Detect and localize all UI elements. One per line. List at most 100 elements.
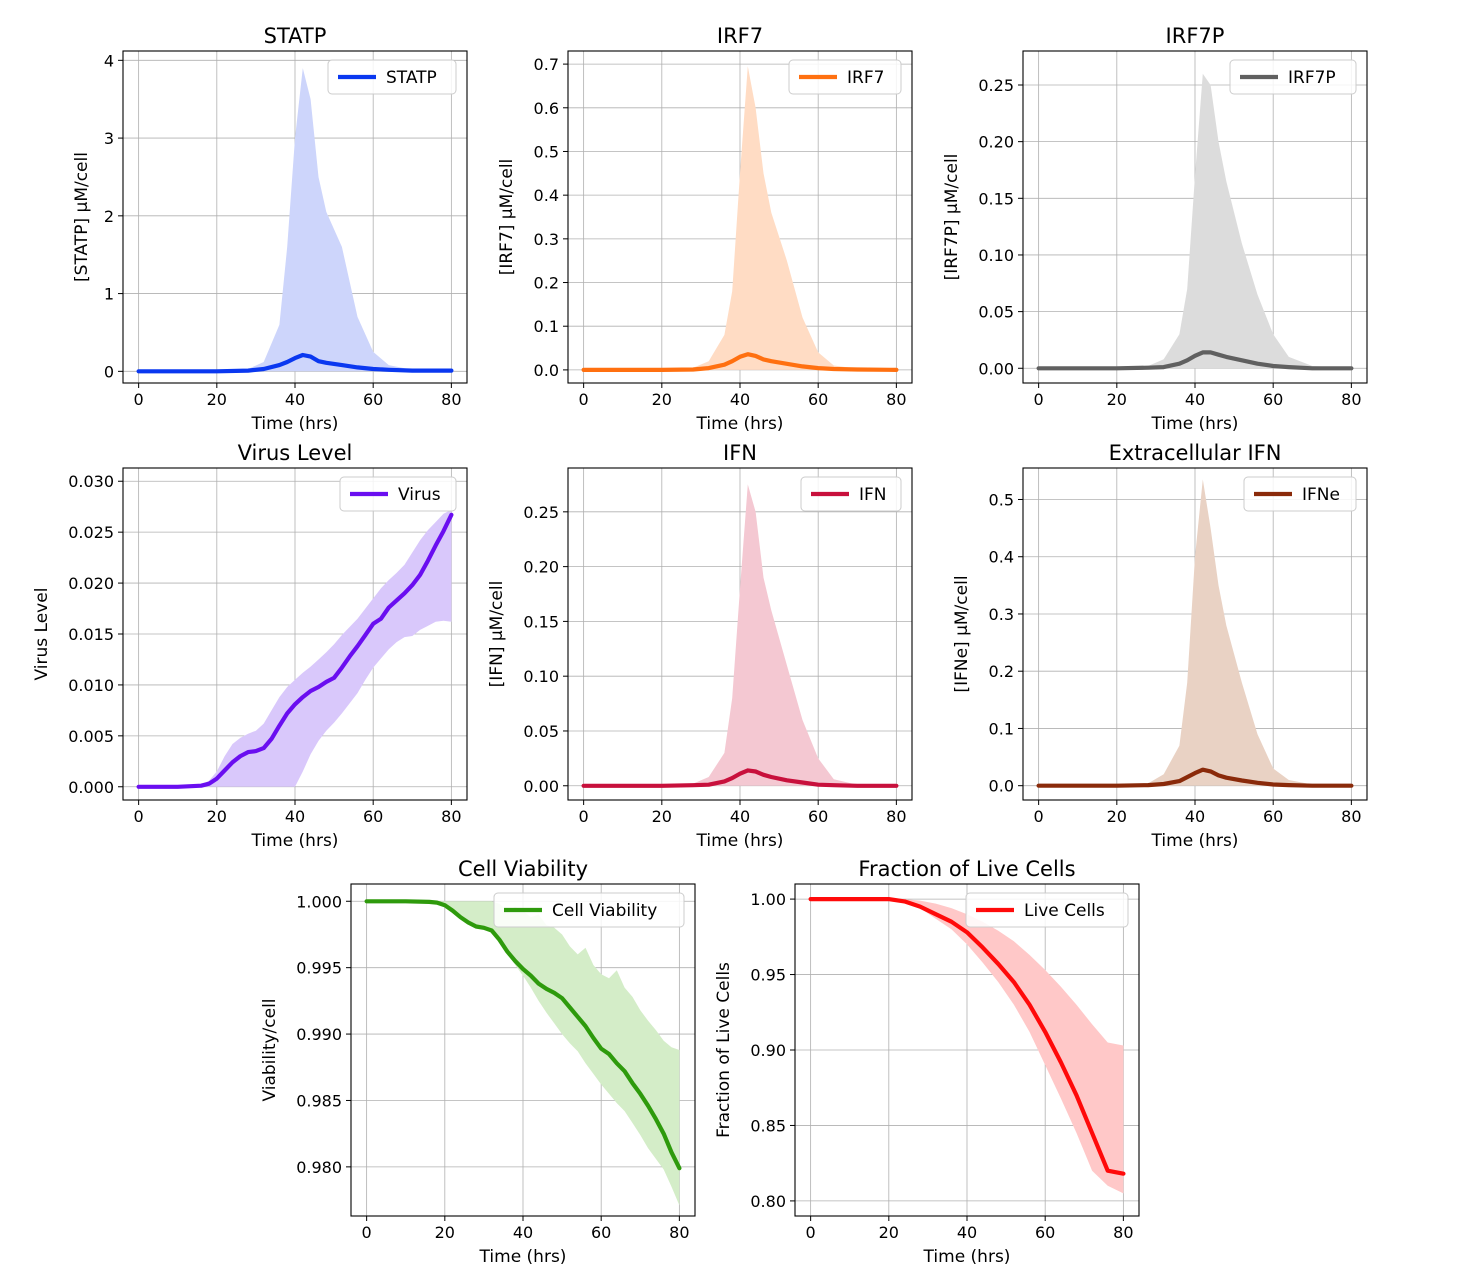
y-tick-label: 0.5 xyxy=(534,142,559,161)
y-tick-label: 0.85 xyxy=(750,1116,786,1135)
x-tick-label: 40 xyxy=(1185,390,1205,409)
y-tick-label: 0.020 xyxy=(68,574,114,593)
x-tick-label: 60 xyxy=(363,390,383,409)
legend-label: IFNe xyxy=(1302,485,1340,505)
y-tick-label: 3 xyxy=(104,129,114,148)
series-band xyxy=(366,901,680,1206)
x-tick-label: 60 xyxy=(808,807,828,826)
x-tick-label: 0 xyxy=(579,390,589,409)
x-tick-label: 20 xyxy=(1107,807,1127,826)
series-band xyxy=(138,68,452,372)
x-axis-label: Time (hrs) xyxy=(696,831,784,851)
y-tick-label: 0.15 xyxy=(978,189,1014,208)
x-axis-label: Time (hrs) xyxy=(251,831,339,851)
x-tick-label: 60 xyxy=(1035,1223,1055,1242)
chart-title: IRF7 xyxy=(717,24,763,48)
y-tick-label: 0.995 xyxy=(296,959,342,978)
chart-title: Extracellular IFN xyxy=(1109,441,1282,465)
x-tick-label: 40 xyxy=(513,1223,533,1242)
y-tick-label: 0.025 xyxy=(68,523,114,542)
x-axis-label: Time (hrs) xyxy=(696,414,784,434)
chart-panel-3: 0 20 40 60 80 0.00 0.05 0.10 0.15 0.20 0.25 IRF7P Ti… xyxy=(942,24,1368,434)
legend: IRF7P xyxy=(1229,59,1357,95)
y-axis-label: Viability/cell xyxy=(260,998,280,1101)
y-tick-label: 2 xyxy=(104,207,114,226)
series-band xyxy=(810,899,1124,1194)
series-band xyxy=(138,509,452,787)
x-tick-label: 20 xyxy=(652,807,672,826)
legend-label: STATP xyxy=(386,68,437,88)
chart-panel-8: 0 20 40 60 80 0.80 0.85 0.90 0.95 1.00 Fraction of… xyxy=(714,857,1140,1266)
y-tick-label: 0.25 xyxy=(523,503,559,522)
y-tick-label: 1.000 xyxy=(296,892,342,911)
series-line xyxy=(581,352,899,372)
x-tick-label: 0 xyxy=(806,1223,816,1242)
y-tick-label: 0.20 xyxy=(978,133,1014,152)
x-tick-label: 20 xyxy=(652,390,672,409)
legend-box xyxy=(1243,476,1357,512)
x-axis-label: Time (hrs) xyxy=(923,1247,1011,1266)
legend: IFNe xyxy=(1243,476,1357,512)
y-tick-label: 0.985 xyxy=(296,1091,342,1110)
y-tick-label: 4 xyxy=(104,51,114,70)
y-tick-label: 0.05 xyxy=(523,722,559,741)
series-band xyxy=(583,484,897,786)
x-tick-label: 40 xyxy=(285,807,305,826)
series-line xyxy=(1036,767,1354,788)
y-tick-label: 0.05 xyxy=(978,303,1014,322)
y-tick-label: 0.15 xyxy=(523,612,559,631)
legend: STATP xyxy=(327,59,457,95)
legend: IFN xyxy=(800,476,902,512)
x-tick-label: 40 xyxy=(957,1223,977,1242)
y-axis-label: [IFN] μM/cell xyxy=(487,581,507,688)
legend-box xyxy=(788,59,902,95)
x-axis-label: Time (hrs) xyxy=(479,1247,567,1266)
chart-title: Cell Viability xyxy=(458,857,588,881)
chart-panel-5: 0 20 40 60 80 0.00 0.05 0.10 0.15 0.20 0.25 IFN Time… xyxy=(487,441,913,851)
chart-title: STATP xyxy=(264,24,327,48)
y-tick-label: 0.015 xyxy=(68,625,114,644)
x-axis-label: Time (hrs) xyxy=(1151,831,1239,851)
series-line xyxy=(136,512,454,789)
x-tick-label: 40 xyxy=(1185,807,1205,826)
legend-label: Virus xyxy=(398,485,441,505)
legend-box xyxy=(327,59,457,95)
x-tick-label: 60 xyxy=(808,390,828,409)
y-tick-label: 0.10 xyxy=(978,246,1014,265)
x-tick-label: 20 xyxy=(207,390,227,409)
y-tick-label: 0.1 xyxy=(534,317,559,336)
y-tick-label: 0.000 xyxy=(68,778,114,797)
legend-box xyxy=(800,476,902,512)
series-band xyxy=(1038,73,1352,369)
chart-panel-6: 0 20 40 60 80 0.0 0.1 0.2 0.3 0.4 0.5 Extracellular… xyxy=(952,441,1368,851)
x-tick-label: 80 xyxy=(886,807,906,826)
x-tick-label: 0 xyxy=(1034,390,1044,409)
x-tick-label: 60 xyxy=(1263,807,1283,826)
y-tick-label: 0.005 xyxy=(68,727,114,746)
x-tick-label: 40 xyxy=(285,390,305,409)
legend: Cell Viability xyxy=(493,892,685,928)
x-tick-label: 80 xyxy=(1113,1223,1133,1242)
legend-label: Cell Viability xyxy=(552,901,657,921)
x-tick-label: 60 xyxy=(591,1223,611,1242)
series-band xyxy=(1038,479,1352,786)
x-axis-label: Time (hrs) xyxy=(251,414,339,434)
y-axis-label: Fraction of Live Cells xyxy=(714,962,734,1138)
series-line xyxy=(364,899,682,1171)
legend-box xyxy=(1229,59,1357,95)
y-tick-label: 0.2 xyxy=(989,662,1014,681)
y-tick-label: 0.10 xyxy=(523,667,559,686)
x-tick-label: 20 xyxy=(435,1223,455,1242)
x-tick-label: 20 xyxy=(1107,390,1127,409)
y-tick-label: 0.980 xyxy=(296,1158,342,1177)
y-axis-label: [IRF7] μM/cell xyxy=(497,159,517,276)
x-tick-label: 40 xyxy=(730,807,750,826)
chart-panel-7: 0 20 40 60 80 0.980 0.985 0.990 0.995 1.000 Cell V… xyxy=(260,857,696,1266)
x-tick-label: 80 xyxy=(669,1223,689,1242)
x-tick-label: 40 xyxy=(730,390,750,409)
chart-title: Fraction of Live Cells xyxy=(858,857,1075,881)
x-tick-label: 0 xyxy=(579,807,589,826)
y-tick-label: 1.00 xyxy=(750,890,786,909)
x-tick-label: 80 xyxy=(441,807,461,826)
